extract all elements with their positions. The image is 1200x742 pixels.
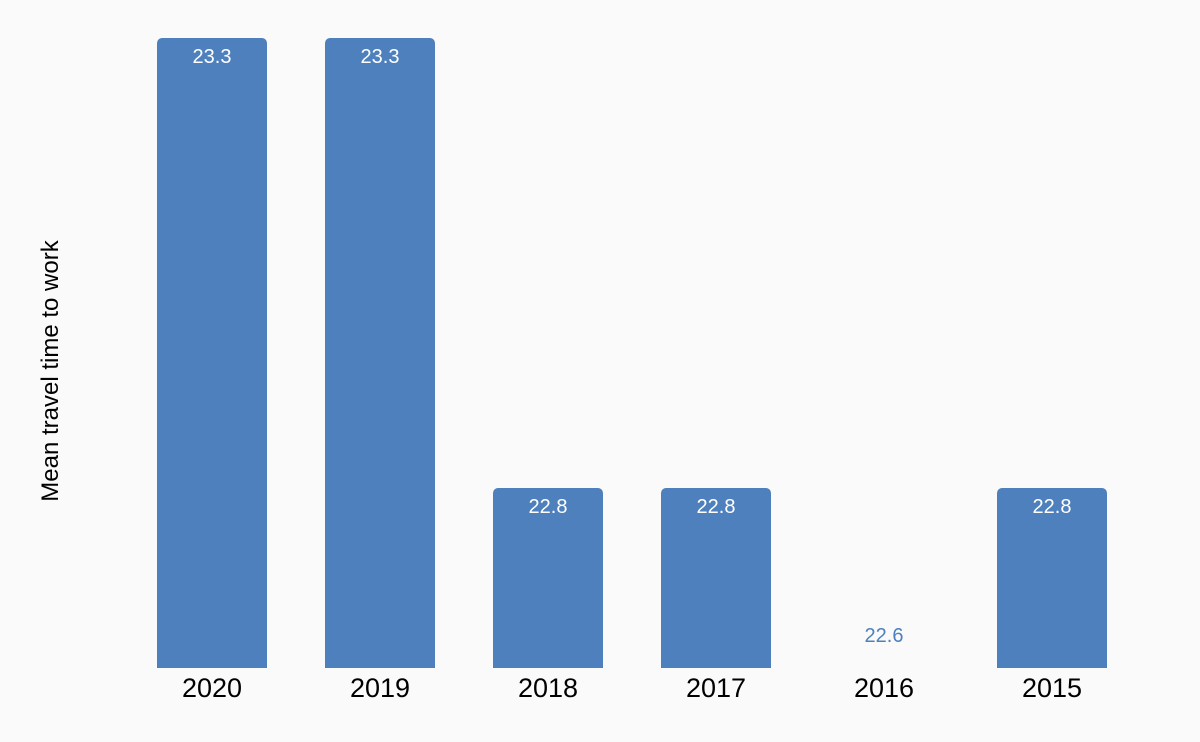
bar-group-2018: 22.8 2018 — [464, 38, 632, 703]
x-tick-2018: 2018 — [517, 673, 579, 703]
bar-2018 — [493, 488, 603, 668]
x-tick-2017: 2017 — [685, 673, 747, 703]
bar-group-2017: 22.8 2017 — [632, 38, 800, 703]
value-label-2019: 23.3 — [360, 46, 400, 68]
bar-2015 — [997, 488, 1107, 668]
value-label-2015: 22.8 — [1032, 496, 1072, 518]
value-label-2018: 22.8 — [528, 496, 568, 518]
x-tick-2016: 2016 — [853, 673, 915, 703]
bar-group-2019: 23.3 2019 — [296, 38, 464, 703]
value-label-2016: 22.6 — [864, 625, 904, 647]
bar-group-2020: 23.3 2020 — [128, 38, 296, 703]
x-tick-2015: 2015 — [1021, 673, 1083, 703]
x-tick-2019: 2019 — [349, 673, 411, 703]
bar-group-2016: 22.6 2016 — [800, 38, 968, 703]
plot-area: 23.3 2020 23.3 2019 22.8 2018 22.8 2017 22.6 2016… — [128, 38, 1136, 703]
bar-group-2015: 22.8 2015 — [968, 38, 1136, 703]
value-label-2020: 23.3 — [192, 46, 232, 68]
value-label-2017: 22.8 — [696, 496, 736, 518]
y-axis-title: Mean travel time to work — [37, 240, 64, 502]
x-tick-2020: 2020 — [181, 673, 243, 703]
bar-2019 — [325, 38, 435, 668]
bar-2017 — [661, 488, 771, 668]
bar-2020 — [157, 38, 267, 668]
